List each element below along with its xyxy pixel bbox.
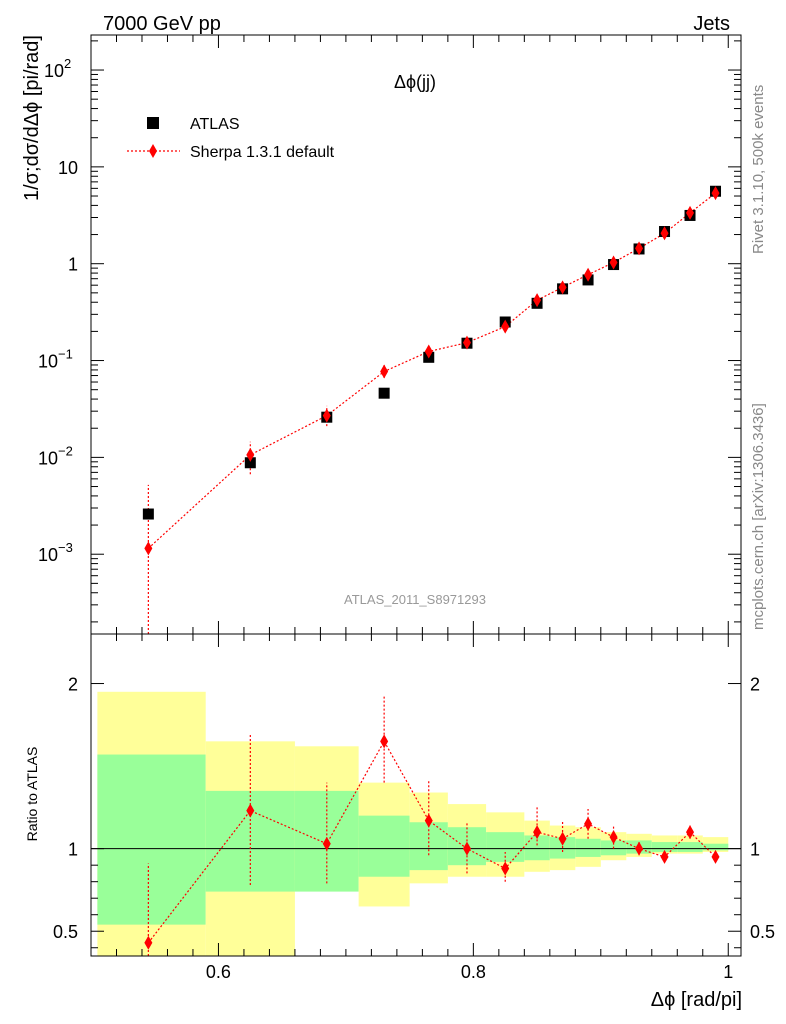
- sherpa-point: [462, 335, 471, 350]
- uncertainty-band-inner: [358, 815, 410, 877]
- x-tick-label: 0.6: [206, 962, 231, 982]
- y-tick-label: 10: [58, 158, 78, 178]
- sherpa-point: [558, 280, 567, 295]
- uncertainty-band-inner: [97, 754, 206, 925]
- ratio-point: [558, 831, 567, 846]
- sherpa-point: [686, 205, 695, 220]
- header-right: Jets: [693, 13, 730, 35]
- sherpa-point: [380, 364, 389, 379]
- ratio-point: [584, 816, 593, 831]
- main-panel-frame: [90, 34, 742, 635]
- ratio-point: [424, 813, 433, 828]
- sherpa-point: [424, 344, 433, 359]
- watermark: ATLAS_2011_S8971293: [344, 592, 486, 607]
- ratio-point: [711, 849, 720, 864]
- main-panel: 10−3 10−2 10−1 1 10 102 Δϕ(jj) ATLAS_2011_S89…: [21, 34, 742, 635]
- ratio-point: [609, 830, 618, 845]
- ratio-y-tick-label: 0.5: [53, 922, 78, 942]
- header-left: 7000 GeV pp: [103, 13, 221, 35]
- y-tick-label: 10−1: [38, 347, 73, 372]
- sherpa-point: [322, 408, 331, 423]
- sherpa-point: [533, 293, 542, 308]
- ratio-point: [533, 825, 542, 840]
- sherpa-point: [246, 447, 255, 462]
- ratio-point: [246, 803, 255, 818]
- y-axis-label-top: 1/σ;dσ/dΔϕ [pi/rad]: [21, 35, 43, 201]
- ratio-point: [635, 841, 644, 856]
- y-tick-label: 1: [68, 255, 78, 275]
- uncertainty-band-inner: [702, 843, 729, 851]
- ratio-point: [660, 849, 669, 864]
- main-title: Δϕ(jj): [394, 72, 436, 92]
- ratio-point: [686, 825, 695, 840]
- ratio-y-tick-label-right: 1: [750, 840, 760, 860]
- x-tick-label: 0.8: [461, 962, 486, 982]
- ratio-point: [380, 734, 389, 749]
- atlas-point: [142, 508, 154, 520]
- ratio-point: [322, 836, 331, 851]
- legend-marker-atlas: [147, 117, 159, 129]
- ratio-y-tick-label-right: 2: [750, 675, 760, 695]
- uncertainty-band-inner: [651, 842, 678, 852]
- sherpa-point: [711, 186, 720, 201]
- ratio-point: [144, 935, 153, 950]
- y-tick-label: 10−2: [38, 443, 73, 468]
- uncertainty-band-inner: [575, 838, 601, 857]
- sherpa-point: [501, 319, 510, 334]
- ratio-y-tick-label-right: 0.5: [750, 922, 775, 942]
- x-axis-label: Δϕ [rad/pi]: [651, 989, 742, 1011]
- ratio-point: [501, 861, 510, 876]
- x-tick-label: 1: [723, 962, 733, 982]
- side-text-bottom: mcplots.cern.ch [arXiv:1306.3436]: [750, 403, 767, 630]
- ratio-y-tick-label: 2: [68, 675, 78, 695]
- y-axis-label-ratio: Ratio to ATLAS: [24, 747, 40, 842]
- sherpa-line: [147, 192, 716, 549]
- uncertainty-band-inner: [524, 835, 550, 861]
- legend-marker-sherpa: [149, 144, 157, 158]
- side-text-top: Rivet 3.1.10, 500k events: [750, 85, 767, 254]
- legend-label-sherpa: Sherpa 1.3.1 default: [190, 144, 335, 161]
- sherpa-point: [584, 267, 593, 282]
- sherpa-point: [609, 255, 618, 270]
- sherpa-point: [635, 241, 644, 256]
- y-tick-label: 10−3: [38, 540, 73, 565]
- ratio-panel: 0.5 0.5 1 1 2 2 0.6 0.8 1 Ratio to ATLAS Δϕ [rad…: [24, 633, 775, 1011]
- sherpa-point: [660, 226, 669, 241]
- ratio-point: [462, 841, 471, 856]
- legend-label-atlas: ATLAS: [190, 116, 240, 133]
- atlas-point: [378, 387, 390, 399]
- legend: ATLAS Sherpa 1.3.1 default: [127, 116, 335, 161]
- atlas-point: [244, 457, 256, 469]
- ratio-y-tick-label: 1: [68, 840, 78, 860]
- sherpa-point: [144, 541, 153, 556]
- y-tick-label: 102: [44, 56, 71, 81]
- ratio-panel-frame: [90, 633, 742, 957]
- uncertainty-band-inner: [677, 842, 703, 852]
